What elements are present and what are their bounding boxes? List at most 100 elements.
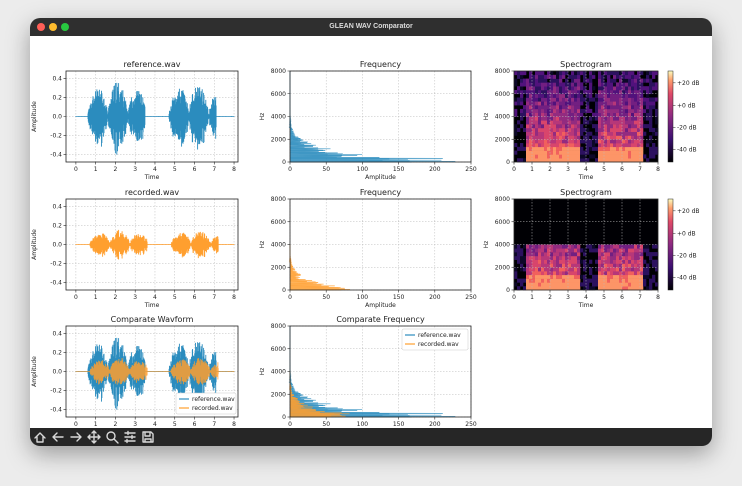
spectrogram-cell: [637, 101, 641, 106]
spectrogram-cell: [643, 78, 647, 83]
spectrogram-cell: [529, 146, 533, 151]
close-window-button[interactable]: [37, 23, 45, 31]
spectrogram-cell: [544, 82, 548, 87]
spectrogram-cell: [520, 158, 524, 163]
maximize-window-button[interactable]: [61, 23, 69, 31]
pan-icon[interactable]: [87, 430, 101, 444]
spectrogram-cell: [571, 278, 575, 283]
spectrogram-cell: [553, 158, 557, 163]
save-icon[interactable]: [142, 431, 154, 443]
spectrogram-cell: [556, 105, 560, 110]
spectrogram-cell: [601, 278, 605, 283]
spectrogram-cell: [562, 120, 566, 125]
spectrogram-cell: [583, 139, 587, 144]
spectrogram-cell: [574, 248, 578, 253]
spectrogram-cell: [604, 146, 608, 151]
spectrogram-cell: [526, 139, 530, 144]
spectrogram-cell: [616, 282, 620, 287]
spectrogram-cell: [652, 74, 656, 79]
spectrogram-cell: [634, 154, 638, 159]
zoom-icon[interactable]: [106, 431, 119, 444]
spectrogram-cell: [520, 124, 524, 129]
spectrogram-cell: [547, 255, 551, 260]
spectrogram-cell: [526, 278, 530, 283]
spectrogram-cell: [517, 120, 521, 125]
spectrogram-cell: [601, 124, 605, 129]
subplot-title: Frequency: [360, 188, 402, 197]
spectrogram-cell: [577, 271, 581, 276]
spectrogram-cell: [550, 248, 554, 253]
spectrogram-cell: [622, 271, 626, 276]
x-tick-label: 4: [153, 421, 157, 428]
spectrogram-cell: [547, 158, 551, 163]
spectrogram-cell: [538, 278, 542, 283]
spectrogram-cell: [610, 112, 614, 117]
spectrogram-cell: [535, 93, 539, 98]
spectrogram-cell: [631, 267, 635, 272]
spectrogram-cell: [565, 127, 569, 132]
x-tick-label: 2: [114, 421, 118, 428]
spectrogram-cell: [550, 93, 554, 98]
spectrogram-cell: [541, 105, 545, 110]
spectrogram-cell: [601, 78, 605, 83]
spectrogram-cell: [535, 248, 539, 253]
back-arrow-icon[interactable]: [52, 432, 64, 442]
y-tick-label: 4000: [495, 114, 510, 121]
figure-canvas[interactable]: reference.wav 0 1 2 3 4 5 6 7 8 0.4 0.2 0.0 -0.2 -0.4 T…: [30, 36, 712, 436]
spectrogram-cell: [601, 97, 605, 102]
spectrogram-cell: [532, 124, 536, 129]
spectrogram-cell: [646, 105, 650, 110]
spectrogram-cell: [550, 278, 554, 283]
spectrogram-cell: [520, 86, 524, 91]
spectrogram-cell: [568, 143, 572, 148]
spectrogram-cell: [556, 131, 560, 136]
spectrogram-cell: [526, 105, 530, 110]
waveform-series-1: [75, 229, 235, 260]
spectrogram-cell: [622, 252, 626, 257]
spectrogram-cell: [613, 78, 617, 83]
spectrogram-cell: [559, 101, 563, 106]
spectrogram-cell: [631, 143, 635, 148]
spectrogram-cell: [532, 90, 536, 95]
home-icon[interactable]: [34, 432, 46, 443]
spectrogram-cell: [574, 135, 578, 140]
spectrogram-cell: [607, 271, 611, 276]
spectrogram-cell: [604, 267, 608, 272]
spectrogram-cell: [604, 116, 608, 121]
spectrogram-cell: [628, 120, 632, 125]
spectrogram-cell: [598, 274, 602, 279]
spectrogram-cell: [550, 154, 554, 159]
forward-arrow-icon[interactable]: [70, 432, 82, 442]
waveform-series-2: [75, 358, 235, 385]
y-tick-label: 6000: [271, 346, 286, 353]
spectrogram-cell: [637, 255, 641, 260]
spectrogram-cell: [592, 282, 596, 287]
spectrogram-cell: [613, 150, 617, 155]
spectrogram-cell: [553, 105, 557, 110]
minimize-window-button[interactable]: [49, 23, 57, 31]
spectrogram-cell: [553, 154, 557, 159]
spectrogram-cell: [616, 286, 620, 291]
spectrogram-cell: [547, 154, 551, 159]
spectrogram-cell: [577, 78, 581, 83]
configure-subplots-icon[interactable]: [124, 430, 136, 444]
spectrogram-cell: [553, 146, 557, 151]
spectrogram-cell: [562, 116, 566, 121]
spectrogram-cell: [652, 278, 656, 283]
spectrogram-cell: [628, 116, 632, 121]
spectrogram-cell: [562, 158, 566, 163]
spectrogram-cell: [532, 120, 536, 125]
spectrogram-cell: [619, 120, 623, 125]
spectrogram-cell: [613, 139, 617, 144]
y-axis-label: Amplitude: [31, 356, 38, 387]
spectrogram-cell: [592, 124, 596, 129]
spectrogram-cell: [547, 116, 551, 121]
spectrogram-cell: [526, 244, 530, 249]
toolbar-svg: [34, 430, 154, 444]
spectrogram-cell: [598, 127, 602, 132]
spectrogram-cell: [538, 286, 542, 291]
spectrogram-cell: [556, 282, 560, 287]
spectrogram-cell: [610, 146, 614, 151]
spectrogram-cell: [559, 120, 563, 125]
